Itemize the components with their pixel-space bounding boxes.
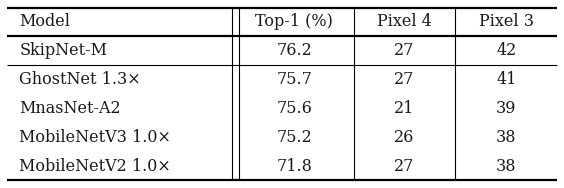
Text: 39: 39 [496, 100, 517, 117]
Text: Top-1 (%): Top-1 (%) [255, 13, 333, 30]
Text: 75.7: 75.7 [276, 71, 312, 88]
Text: SkipNet-M: SkipNet-M [19, 42, 107, 59]
Text: 71.8: 71.8 [276, 158, 312, 175]
Text: 76.2: 76.2 [276, 42, 312, 59]
Text: 75.2: 75.2 [276, 129, 312, 146]
Text: 26: 26 [394, 129, 415, 146]
Text: MobileNetV3 1.0×: MobileNetV3 1.0× [19, 129, 171, 146]
Text: Model: Model [19, 13, 70, 30]
Text: 75.6: 75.6 [276, 100, 312, 117]
Text: 27: 27 [394, 158, 415, 175]
Text: Pixel 3: Pixel 3 [479, 13, 534, 30]
Text: 21: 21 [394, 100, 415, 117]
Text: GhostNet 1.3×: GhostNet 1.3× [19, 71, 141, 88]
Text: 38: 38 [496, 158, 517, 175]
Text: 27: 27 [394, 71, 415, 88]
Text: 42: 42 [496, 42, 517, 59]
Text: 41: 41 [496, 71, 517, 88]
Text: 27: 27 [394, 42, 415, 59]
Text: 38: 38 [496, 129, 517, 146]
Text: MnasNet-A2: MnasNet-A2 [19, 100, 121, 117]
Text: MobileNetV2 1.0×: MobileNetV2 1.0× [19, 158, 171, 175]
Text: Pixel 4: Pixel 4 [377, 13, 432, 30]
